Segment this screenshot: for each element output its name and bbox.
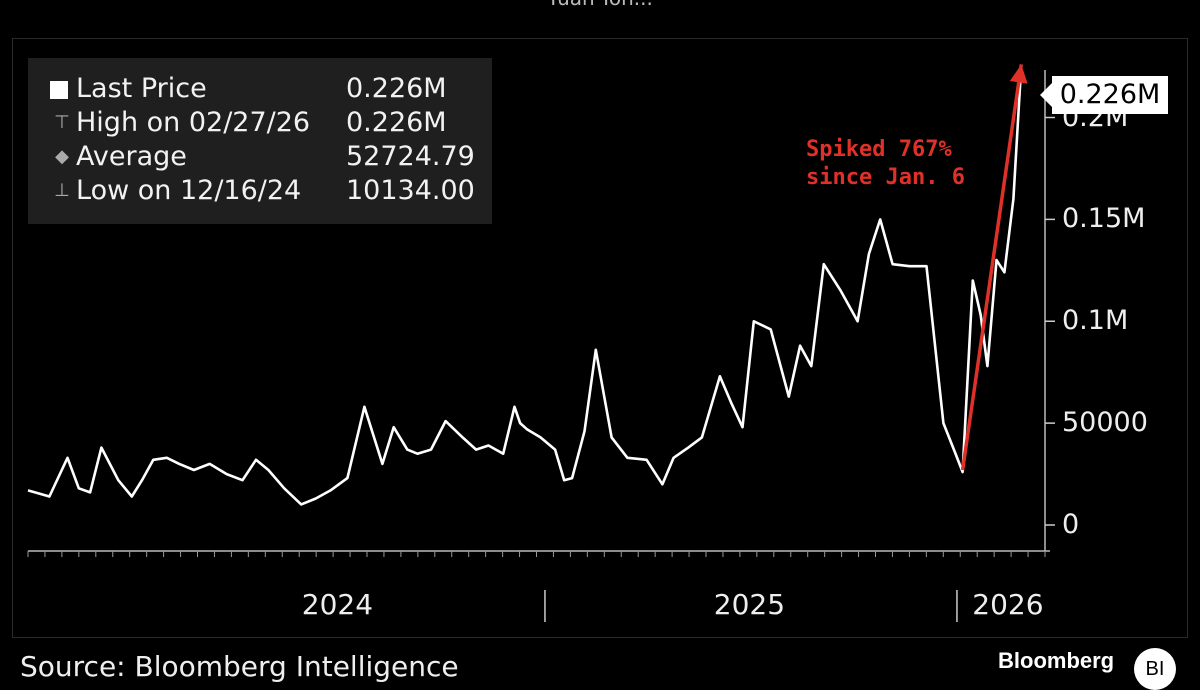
x-tick-label: 2024 xyxy=(301,588,374,621)
legend-value: 52724.79 xyxy=(346,141,475,172)
chart-plot xyxy=(27,64,1055,622)
spike-annotation: Spiked 767% since Jan. 6 xyxy=(806,136,965,192)
legend-item-last-price: Last Price 0.226M xyxy=(28,72,492,106)
legend-label: Last Price xyxy=(76,73,207,104)
spike-arrow-line xyxy=(960,64,1024,471)
legend-label: Low on 12/16/24 xyxy=(76,175,302,206)
last-price-swatch-icon xyxy=(50,81,68,99)
chart-title-partial: Yuan-Ton... xyxy=(0,0,1200,10)
bi-logo-icon: BI xyxy=(1134,648,1176,690)
high-marker-icon: ⊤ xyxy=(54,112,70,133)
y-tick-label: 0 xyxy=(1062,509,1080,540)
legend: Last Price 0.226M ⊤ High on 02/27/26 0.2… xyxy=(28,58,492,224)
low-marker-icon: ⊥ xyxy=(54,180,70,201)
series-line-last-price xyxy=(27,64,1023,506)
legend-value: 0.226M xyxy=(346,107,447,138)
bloomberg-logo: Bloomberg xyxy=(998,648,1115,673)
annotation-line-1: Spiked 767% xyxy=(806,137,952,162)
y-tick-label: 0.15M xyxy=(1062,203,1146,235)
spike-arrow-head xyxy=(1009,64,1028,84)
legend-item-low: ⊥ Low on 12/16/24 10134.00 xyxy=(28,174,492,208)
y-tick-label: 0.1M xyxy=(1062,305,1129,337)
last-price-badge: 0.226M xyxy=(1040,76,1168,114)
legend-label: Average xyxy=(76,141,187,172)
annotation-line-2: since Jan. 6 xyxy=(806,165,965,190)
legend-item-high: ⊤ High on 02/27/26 0.226M xyxy=(28,106,492,140)
average-marker-icon: ◆ xyxy=(55,146,69,167)
legend-item-average: ◆ Average 52724.79 xyxy=(28,140,492,174)
legend-value: 0.226M xyxy=(346,73,447,104)
source-note: Source: Bloomberg Intelligence xyxy=(20,650,459,683)
x-tick-label: 2025 xyxy=(713,588,786,621)
legend-value: 10134.00 xyxy=(346,175,475,206)
y-tick-label: 50000 xyxy=(1062,407,1148,439)
x-tick-label: 2026 xyxy=(972,588,1044,621)
legend-label: High on 02/27/26 xyxy=(76,107,311,138)
